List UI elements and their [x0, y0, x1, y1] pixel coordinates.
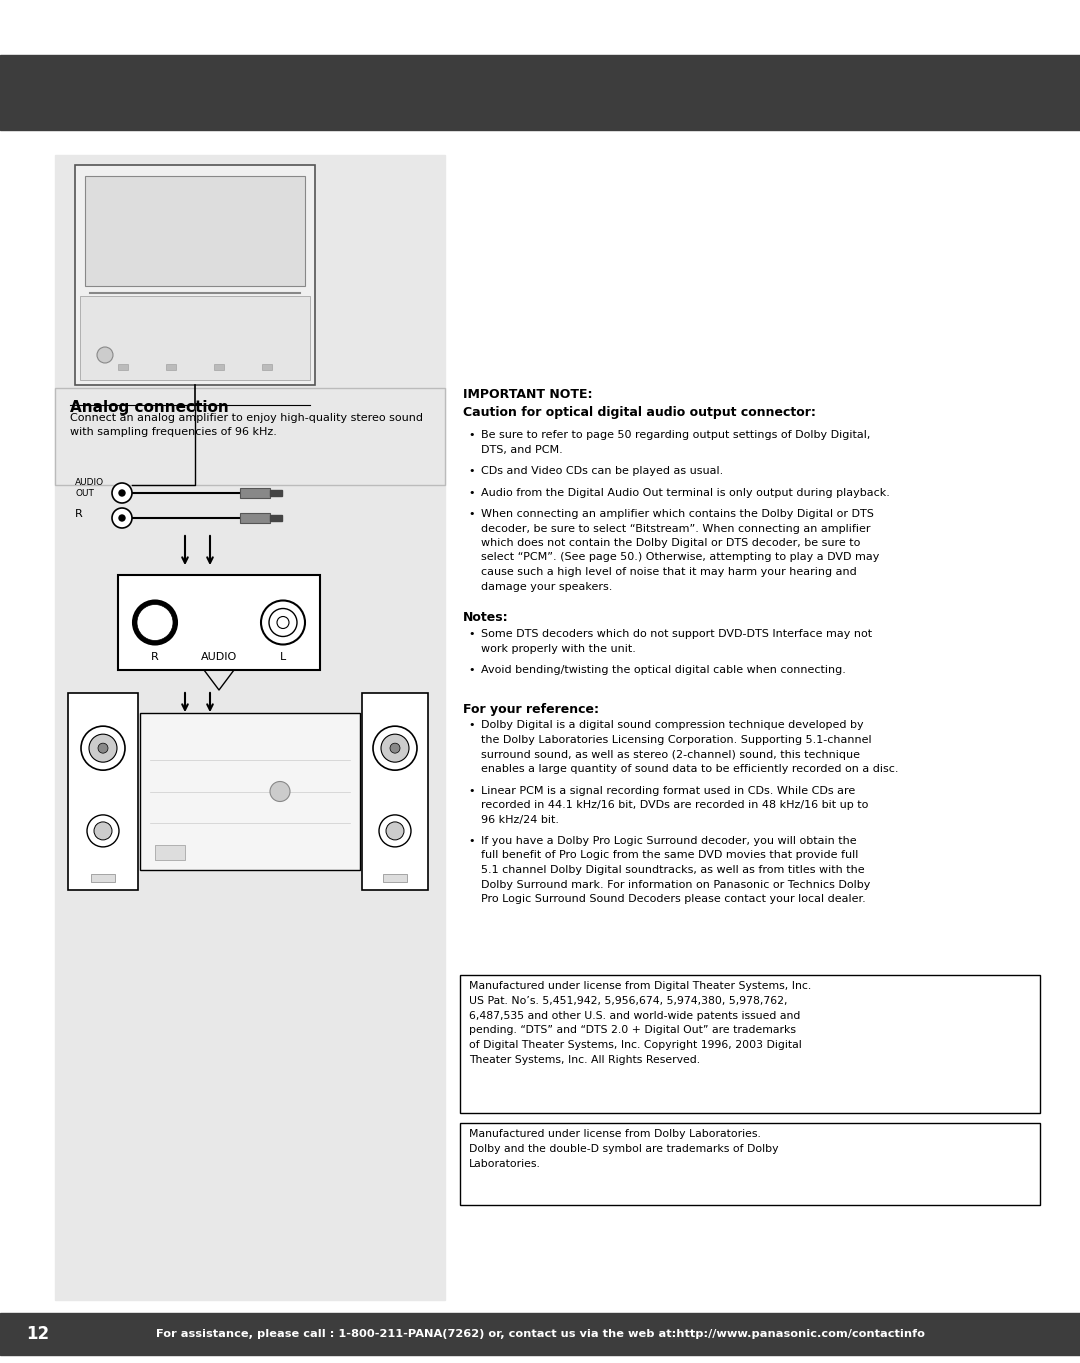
- Text: •: •: [468, 665, 474, 675]
- Text: Connect an analog amplifier to enjoy high-quality stereo sound
with sampling fre: Connect an analog amplifier to enjoy hig…: [70, 413, 423, 438]
- Text: Avoid bending/twisting the optical digital cable when connecting.: Avoid bending/twisting the optical digit…: [481, 665, 846, 675]
- Text: •: •: [468, 466, 474, 476]
- Text: work properly with the unit.: work properly with the unit.: [481, 643, 636, 653]
- Text: Dolby Digital is a digital sound compression technique developed by: Dolby Digital is a digital sound compres…: [481, 721, 864, 731]
- Bar: [270, 515, 282, 521]
- Text: DTS, and PCM.: DTS, and PCM.: [481, 444, 563, 454]
- Circle shape: [133, 601, 177, 645]
- Bar: [85, 176, 305, 286]
- Text: Dolby Surround mark. For information on Panasonic or Technics Dolby: Dolby Surround mark. For information on …: [481, 879, 870, 890]
- Bar: [460, 975, 1040, 1114]
- Bar: [460, 1123, 1040, 1205]
- Text: For assistance, please call : 1-800-211-PANA(7262) or, contact us via the web at: For assistance, please call : 1-800-211-…: [156, 1329, 924, 1338]
- Text: Manufactured under license from Dolby Laboratories.
Dolby and the double-D symbo: Manufactured under license from Dolby La…: [469, 1129, 779, 1168]
- Bar: [118, 364, 129, 369]
- Text: 5.1 channel Dolby Digital soundtracks, as well as from titles with the: 5.1 channel Dolby Digital soundtracks, a…: [481, 866, 865, 875]
- Text: enables a large quantity of sound data to be efficiently recorded on a disc.: enables a large quantity of sound data t…: [481, 765, 899, 774]
- Text: Linear PCM is a signal recording format used in CDs. While CDs are: Linear PCM is a signal recording format …: [481, 785, 855, 796]
- Text: When connecting an amplifier which contains the Dolby Digital or DTS: When connecting an amplifier which conta…: [481, 508, 874, 519]
- Bar: [240, 512, 270, 523]
- Text: full benefit of Pro Logic from the same DVD movies that provide full: full benefit of Pro Logic from the same …: [481, 851, 859, 860]
- Bar: [118, 575, 320, 671]
- Circle shape: [381, 735, 409, 762]
- Circle shape: [119, 515, 125, 521]
- Bar: [270, 491, 282, 496]
- Circle shape: [270, 781, 291, 801]
- Text: Notes:: Notes:: [463, 611, 509, 624]
- Text: R: R: [151, 652, 159, 662]
- Bar: [80, 296, 310, 380]
- Circle shape: [261, 601, 305, 645]
- Text: damage your speakers.: damage your speakers.: [481, 582, 612, 592]
- Text: cause such a high level of noise that it may harm your hearing and: cause such a high level of noise that it…: [481, 567, 856, 577]
- Text: CDs and Video CDs can be played as usual.: CDs and Video CDs can be played as usual…: [481, 466, 724, 476]
- Circle shape: [98, 743, 108, 754]
- Text: •: •: [468, 488, 474, 497]
- Text: the Dolby Laboratories Licensing Corporation. Supporting 5.1-channel: the Dolby Laboratories Licensing Corpora…: [481, 735, 872, 746]
- Bar: [156, 845, 185, 860]
- Text: For your reference:: For your reference:: [463, 702, 599, 716]
- Text: •: •: [468, 836, 474, 846]
- Text: •: •: [468, 429, 474, 440]
- Text: R: R: [75, 508, 83, 519]
- Circle shape: [137, 605, 173, 641]
- Text: AUDIO
OUT: AUDIO OUT: [75, 478, 104, 497]
- Bar: [240, 488, 270, 497]
- Text: which does not contain the Dolby Digital or DTS decoder, be sure to: which does not contain the Dolby Digital…: [481, 538, 861, 548]
- Text: surround sound, as well as stereo (2-channel) sound, this technique: surround sound, as well as stereo (2-cha…: [481, 750, 860, 759]
- Circle shape: [373, 726, 417, 770]
- Bar: [0, 1313, 1080, 1355]
- Text: recorded in 44.1 kHz/16 bit, DVDs are recorded in 48 kHz/16 bit up to: recorded in 44.1 kHz/16 bit, DVDs are re…: [481, 800, 868, 810]
- Text: Be sure to refer to page 50 regarding output settings of Dolby Digital,: Be sure to refer to page 50 regarding ou…: [481, 429, 870, 440]
- Text: AUDIO: AUDIO: [201, 652, 238, 662]
- Text: Pro Logic Surround Sound Decoders please contact your local dealer.: Pro Logic Surround Sound Decoders please…: [481, 894, 866, 904]
- Text: •: •: [468, 508, 474, 519]
- Text: Analog connection: Analog connection: [70, 399, 229, 414]
- Circle shape: [94, 822, 112, 840]
- Bar: [383, 874, 407, 882]
- Circle shape: [112, 483, 132, 503]
- Text: •: •: [468, 628, 474, 639]
- Circle shape: [119, 491, 125, 496]
- Text: Caution for optical digital audio output connector:: Caution for optical digital audio output…: [463, 406, 815, 418]
- Bar: [55, 388, 445, 485]
- Text: L: L: [280, 652, 286, 662]
- Bar: [91, 874, 114, 882]
- Text: Manufactured under license from Digital Theater Systems, Inc.
US Pat. No’s. 5,45: Manufactured under license from Digital …: [469, 981, 811, 1065]
- Circle shape: [87, 815, 119, 846]
- Text: Audio from the Digital Audio Out terminal is only output during playback.: Audio from the Digital Audio Out termina…: [481, 488, 890, 497]
- Bar: [55, 155, 445, 1300]
- Text: 96 kHz/24 bit.: 96 kHz/24 bit.: [481, 815, 559, 825]
- Circle shape: [269, 608, 297, 637]
- Circle shape: [97, 348, 113, 363]
- Bar: [68, 692, 138, 890]
- Circle shape: [379, 815, 411, 846]
- Text: •: •: [468, 721, 474, 731]
- Circle shape: [386, 822, 404, 840]
- Circle shape: [81, 726, 125, 770]
- Circle shape: [89, 735, 117, 762]
- Text: select “PCM”. (See page 50.) Otherwise, attempting to play a DVD may: select “PCM”. (See page 50.) Otherwise, …: [481, 552, 879, 563]
- Text: Some DTS decoders which do not support DVD-DTS Interface may not: Some DTS decoders which do not support D…: [481, 628, 873, 639]
- Circle shape: [112, 508, 132, 527]
- Bar: [362, 692, 428, 890]
- Bar: [262, 364, 272, 369]
- Text: If you have a Dolby Pro Logic Surround decoder, you will obtain the: If you have a Dolby Pro Logic Surround d…: [481, 836, 856, 846]
- Bar: [75, 165, 315, 384]
- Bar: [166, 364, 176, 369]
- Circle shape: [276, 616, 289, 628]
- Text: IMPORTANT NOTE:: IMPORTANT NOTE:: [463, 388, 593, 401]
- Bar: [0, 55, 1080, 129]
- Bar: [140, 713, 360, 870]
- Bar: [214, 364, 224, 369]
- Text: decoder, be sure to select “Bitstream”. When connecting an amplifier: decoder, be sure to select “Bitstream”. …: [481, 523, 870, 533]
- Circle shape: [390, 743, 400, 754]
- Text: 12: 12: [26, 1325, 50, 1343]
- Text: •: •: [468, 785, 474, 796]
